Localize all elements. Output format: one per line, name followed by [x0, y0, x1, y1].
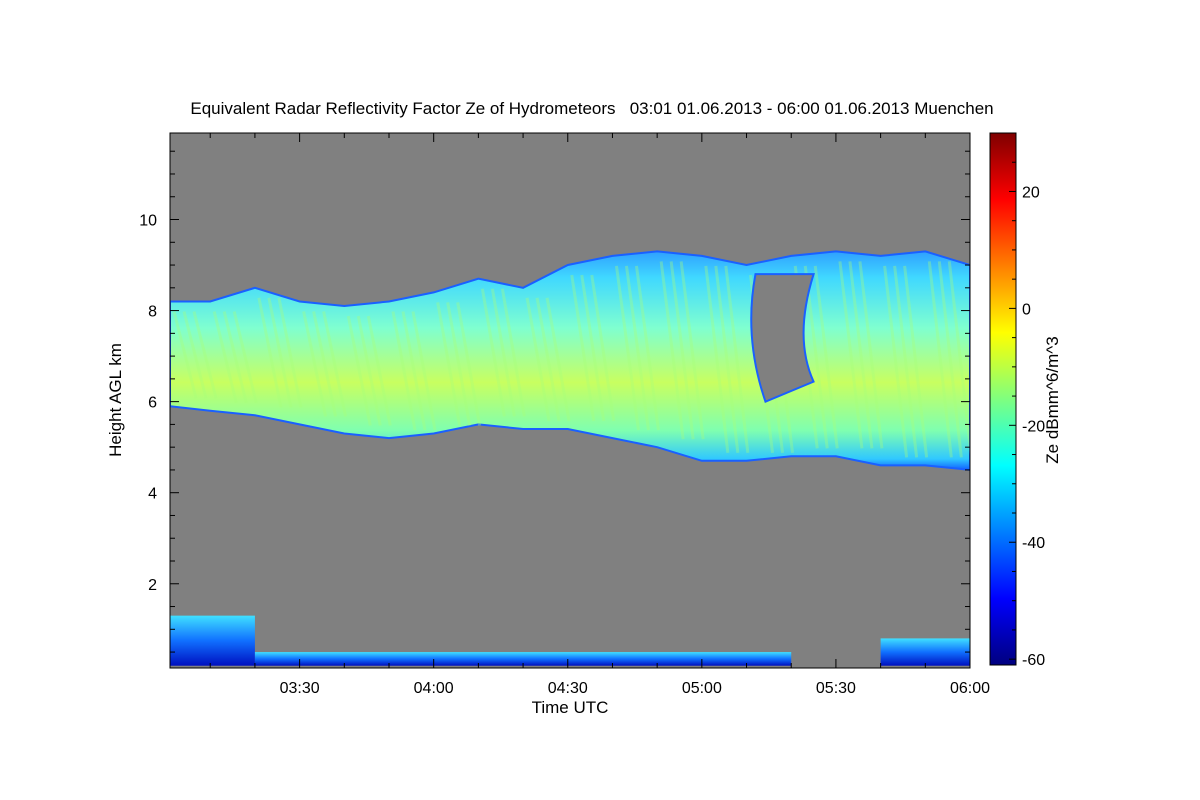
- fall-streak: [401, 311, 427, 431]
- y-tick-label: 10: [139, 213, 157, 230]
- x-tick-label: 04:00: [414, 680, 454, 697]
- fall-streak: [302, 311, 328, 417]
- low-echo-segment: [170, 615, 255, 666]
- fall-streak: [411, 311, 437, 431]
- fall-streak: [927, 261, 953, 458]
- fall-streak: [446, 302, 472, 426]
- fall-streak: [803, 265, 829, 449]
- x-tick-label: 04:30: [548, 680, 588, 697]
- fall-streak: [222, 311, 248, 404]
- colorbar-title: Ze dBmm^6/m^3: [1043, 336, 1062, 463]
- fall-streak: [436, 302, 462, 426]
- x-axis: 03:30 04:00 04:30 05:00 05:30 06:00: [209, 133, 990, 697]
- colorbar-tick-label: -20: [1022, 418, 1045, 435]
- chart-title: Equivalent Radar Reflectivity Factor Ze …: [190, 99, 993, 118]
- fall-streak: [848, 261, 874, 449]
- fall-streak: [883, 265, 909, 458]
- cloud-gap: [750, 273, 815, 403]
- fall-streak: [391, 311, 417, 431]
- x-axis-title: Time UTC: [532, 698, 609, 717]
- fall-streak: [580, 274, 606, 422]
- fall-streak: [182, 311, 208, 399]
- fall-streak: [192, 311, 218, 399]
- fall-streak: [535, 297, 561, 422]
- fall-streak: [500, 288, 526, 417]
- fall-streak: [838, 261, 864, 449]
- low-echo-segment: [254, 652, 792, 666]
- fall-streak: [724, 265, 750, 454]
- plot-frame: [169, 132, 971, 669]
- fall-streak: [545, 297, 571, 422]
- fall-streak: [257, 297, 283, 408]
- y-axis-title: Height AGL km: [106, 343, 125, 457]
- colorbar: [989, 132, 1017, 666]
- x-tick-label: 05:00: [682, 680, 722, 697]
- fall-streak: [813, 265, 839, 449]
- fall-streak: [490, 288, 516, 417]
- fall-streak: [525, 297, 551, 422]
- fall-streak: [659, 261, 685, 440]
- y-tick-label: 2: [148, 577, 157, 594]
- fall-streak: [937, 261, 963, 458]
- fall-streak: [366, 315, 392, 426]
- fall-streak: [312, 311, 338, 417]
- fall-streak: [714, 265, 740, 454]
- y-axis: 2 4 6 8 10: [139, 150, 970, 653]
- y-tick-label: 4: [148, 486, 157, 503]
- fall-streak: [704, 265, 730, 454]
- colorbar-tick-label: 20: [1022, 184, 1040, 201]
- fall-streak: [212, 311, 238, 404]
- fall-streak: [679, 261, 705, 440]
- fall-streak: [480, 288, 506, 417]
- fall-streak: [669, 261, 695, 440]
- x-tick-label: 05:30: [816, 680, 856, 697]
- x-tick-label: 06:00: [950, 680, 990, 697]
- fall-streak: [634, 265, 660, 431]
- fall-streak: [232, 311, 258, 404]
- colorbar-tick-label: -40: [1022, 535, 1045, 552]
- fall-streak: [277, 297, 303, 408]
- y-tick-label: 6: [148, 395, 157, 412]
- low-echo-segment: [880, 638, 970, 666]
- y-tick-label: 8: [148, 304, 157, 321]
- fall-streak: [356, 315, 382, 426]
- fall-streak: [346, 315, 372, 426]
- fall-streak: [858, 261, 884, 449]
- fall-streak: [614, 265, 640, 431]
- fall-streak: [267, 297, 293, 408]
- fall-streak: [172, 311, 198, 399]
- fall-streak: [590, 274, 616, 422]
- colorbar-axis: 20 0 -20 -40 -60: [1009, 132, 1045, 669]
- x-tick-label: 03:30: [280, 680, 320, 697]
- fall-streak: [456, 302, 482, 426]
- fall-streak: [570, 274, 596, 422]
- fall-streak: [903, 265, 929, 458]
- fall-streak: [893, 265, 919, 458]
- reflectivity-layers: [170, 250, 970, 666]
- colorbar-tick-label: 0: [1022, 301, 1031, 318]
- fall-streak: [624, 265, 650, 431]
- colorbar-tick-label: -60: [1022, 652, 1045, 669]
- fall-streak: [322, 311, 348, 417]
